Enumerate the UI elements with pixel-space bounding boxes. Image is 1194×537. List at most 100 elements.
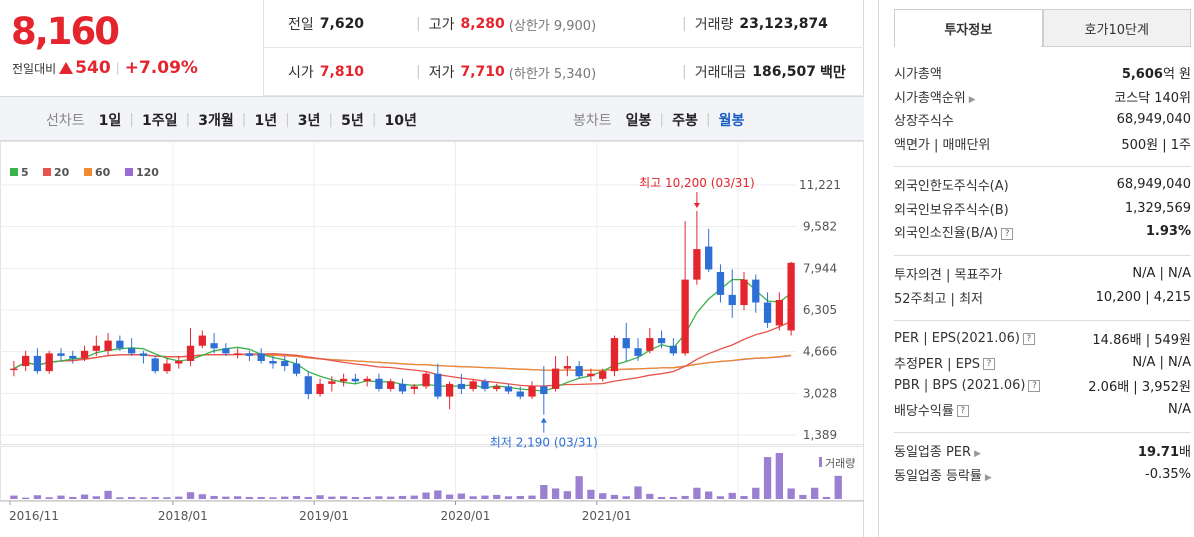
industry-per-value: 19.71: [1137, 445, 1180, 461]
volume-bar: [316, 495, 324, 499]
tab-10-years[interactable]: 10년: [384, 112, 417, 129]
candle-body: [540, 386, 548, 395]
volume-bar: [622, 496, 630, 499]
52week-row: 52주최고 | 최저 10,200 | 4,215: [894, 286, 1191, 310]
tab-investment-info[interactable]: 투자정보: [894, 9, 1043, 47]
current-price: 8,160: [11, 10, 120, 53]
candle-body: [257, 353, 265, 361]
volume-bar: [80, 494, 89, 499]
industry-per-row[interactable]: 동일업종 PER ▶ 19.71배: [894, 439, 1191, 463]
high-label: 고가: [428, 17, 455, 33]
volume-bar: [775, 453, 783, 499]
row-label: 배당수익률?: [894, 400, 969, 419]
row-value: N/A | N/A: [1132, 354, 1191, 370]
candle-body: [787, 262, 795, 331]
tab-daily[interactable]: 일봉: [625, 112, 652, 129]
help-icon[interactable]: ?: [1028, 379, 1041, 392]
volume-bar: [281, 496, 289, 499]
listed-shares-row: 상장주식수 68,949,040: [894, 108, 1191, 132]
row-value: 68,949,040: [1116, 112, 1191, 128]
info-row-1: 전일 7,620 | 고가 8,280 (상한가 9,900) | 거래량 23…: [264, 0, 864, 48]
volume-bar: [10, 495, 18, 499]
volume-bar: [375, 496, 383, 499]
tab-5-years[interactable]: 5년: [341, 112, 364, 129]
volume-bar: [587, 489, 595, 499]
y-tick-label: 1,389: [803, 428, 837, 442]
tab-weekly[interactable]: 주봉: [672, 112, 698, 129]
opinion-row: 투자의견 | 목표주가 N/A | N/A: [894, 262, 1191, 286]
tab-1-week[interactable]: 1주일: [141, 112, 178, 129]
candle-body: [563, 366, 572, 369]
divider: |: [682, 64, 687, 80]
candle-body: [69, 355, 77, 359]
row-value: 코스닥 140위: [1114, 90, 1191, 106]
change-amount: 540: [75, 58, 111, 78]
row-value: 1.93%: [1146, 224, 1191, 239]
volume-bar: [175, 496, 183, 499]
candle-chart-caption: 봉차트: [573, 112, 612, 129]
candle-body: [763, 302, 772, 323]
row-value: 10,200 | 4,215: [1095, 289, 1191, 305]
legend-label: 20: [54, 166, 70, 179]
foreign-held-row: 외국인보유주식수(B) 1,329,569: [894, 197, 1191, 221]
volume-bar: [493, 494, 501, 499]
industry-change-row[interactable]: 동일업종 등락률 ▶ -0.35%: [894, 463, 1191, 487]
candle-body: [139, 353, 148, 356]
candle-body: [728, 294, 736, 306]
y-tick-label: 11,221: [799, 178, 841, 192]
candle-body: [116, 340, 124, 349]
volume-bar: [339, 496, 348, 499]
divider: |: [241, 111, 247, 128]
candle-body: [210, 343, 218, 349]
candle-body: [127, 348, 136, 354]
help-icon[interactable]: ?: [956, 405, 969, 418]
prev-label: 전일: [288, 17, 314, 33]
candle-body: [657, 338, 666, 344]
est-per-label: 추정PER | EPS: [894, 356, 980, 372]
volume-bar: [504, 496, 513, 499]
volume-bar: [787, 488, 795, 499]
help-icon[interactable]: ?: [982, 358, 995, 371]
row-label: 추정PER | EPS?: [894, 353, 995, 372]
help-icon[interactable]: ?: [1001, 227, 1014, 240]
tab-3-years[interactable]: 3년: [297, 112, 321, 129]
row-value: -0.35%: [1145, 466, 1191, 482]
tab-1-year[interactable]: 1년: [254, 112, 278, 129]
help-icon[interactable]: ?: [1022, 332, 1035, 345]
volume-bar: [740, 495, 748, 499]
candle-body: [80, 350, 89, 359]
volume-bar: [705, 491, 713, 499]
tab-monthly[interactable]: 월봉: [718, 112, 745, 129]
tab-order-book[interactable]: 호가10단계: [1042, 9, 1191, 47]
tab-3-months[interactable]: 3개월: [198, 112, 234, 129]
divider: |: [682, 16, 687, 32]
tab-1-day[interactable]: 1일: [98, 112, 122, 129]
legend-label: 120: [136, 166, 159, 179]
volume-bar: [210, 495, 218, 499]
volume-bar: [599, 493, 607, 499]
candle-body: [363, 378, 371, 382]
candle-body: [622, 338, 630, 349]
ratio-value: 1.93%: [1145, 224, 1191, 240]
row-label: 상장주식수: [894, 114, 954, 130]
candle-body: [740, 279, 748, 306]
candle-body: [705, 246, 713, 270]
row-label: 동일업종 PER ▶: [894, 441, 981, 460]
industry-group: 동일업종 PER ▶ 19.71배 동일업종 등락률 ▶ -0.35%: [894, 432, 1191, 486]
high-annotation: 최고 10,200 (03/31): [639, 176, 755, 190]
market-cap-rank-row[interactable]: 시가총액순위 ▶ 코스닥 140위: [894, 85, 1191, 109]
chevron-right-icon: ▶: [984, 472, 992, 483]
candle-body: [92, 345, 100, 351]
volume-bar: [752, 487, 760, 499]
line-chart-options: 선차트 1일 | 1주일 | 3개월 | 1년 | 3년 | 5년 | 10년: [46, 97, 417, 142]
row-value: 14.86배 | 549원: [1092, 333, 1191, 349]
candle-body: [351, 378, 360, 382]
industry-per-label: 동일업종 PER: [894, 445, 972, 461]
y-tick-label: 9,582: [803, 220, 837, 234]
row-label: 동일업종 등락률 ▶: [894, 465, 992, 484]
day-high: | 고가 8,280 (상한가 9,900): [416, 0, 596, 48]
divider: |: [371, 111, 377, 128]
row-label: 투자의견 | 목표주가: [894, 268, 1003, 284]
candle-body: [186, 345, 195, 361]
divider: |: [659, 111, 665, 128]
